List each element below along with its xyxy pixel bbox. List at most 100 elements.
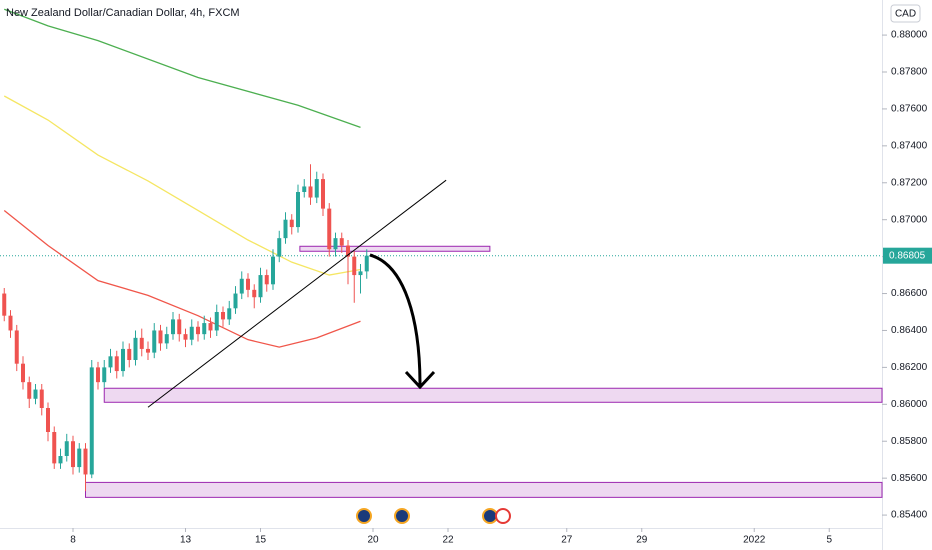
candle-body [302, 186, 307, 192]
candle-body [121, 348, 125, 372]
candle-body [71, 441, 75, 468]
y-tick-label: 0.86000 [891, 399, 928, 410]
candle-body [321, 179, 325, 209]
x-tick-label: 8 [70, 535, 76, 546]
event-icon [482, 508, 498, 524]
candle-body [83, 448, 88, 475]
candle-body [177, 319, 182, 335]
event-icons [356, 508, 511, 524]
y-tick-label: 0.85400 [891, 510, 928, 521]
candle-body [202, 323, 207, 335]
candle-body [221, 312, 225, 320]
candle-body [227, 308, 232, 320]
trend-line [147, 179, 447, 408]
y-tick-label: 0.85600 [891, 473, 928, 484]
moving-average [4, 8, 361, 128]
candle-body [233, 293, 238, 309]
x-tick-label: 27 [561, 535, 573, 546]
zone [85, 481, 883, 498]
x-tick-label: 2022 [743, 535, 766, 546]
candle-body [246, 278, 250, 290]
x-tick-label: 29 [636, 535, 648, 546]
arrow [369, 253, 422, 386]
y-tick-label: 0.88000 [891, 30, 928, 41]
candle-body [264, 275, 269, 285]
y-tick-label: 0.85800 [891, 436, 928, 447]
candle-body [208, 323, 213, 331]
chart-title: New Zealand Dollar/Canadian Dollar, 4h, … [6, 7, 240, 19]
candle-body [352, 256, 357, 276]
moving-average [3, 209, 361, 348]
candle-body [27, 382, 32, 399]
candle-body [252, 289, 257, 298]
currency-label[interactable]: CAD [895, 9, 916, 20]
candle-body [364, 255, 369, 272]
candle-body [21, 363, 25, 383]
candle-body [8, 315, 13, 331]
event-icon [394, 508, 410, 524]
candle-body [308, 186, 313, 198]
candle-body [127, 348, 132, 360]
candle-body [277, 238, 282, 257]
y-tick-label: 0.87000 [891, 214, 928, 225]
candle-body [139, 337, 144, 349]
candle-body [214, 312, 219, 331]
y-tick-label: 0.87200 [891, 177, 928, 188]
moving-average [3, 95, 361, 276]
candle-body [39, 389, 44, 408]
y-tick-label: 0.86600 [891, 288, 928, 299]
candle-body [171, 319, 175, 335]
last-price-box [883, 247, 932, 264]
candle-body [271, 256, 275, 285]
y-tick-label: 0.86400 [891, 325, 928, 336]
candle-body [77, 448, 82, 468]
candle-body [146, 348, 150, 353]
candle-body [52, 432, 57, 464]
candle-body [283, 219, 288, 239]
candle-body [258, 275, 263, 298]
x-tick-label: 5 [826, 535, 832, 546]
zone [103, 387, 883, 403]
event-icon [356, 508, 372, 524]
candle-body [196, 326, 200, 335]
candle-body [314, 179, 319, 198]
candle-body [239, 278, 244, 294]
candle-body [102, 367, 107, 383]
candle-body [289, 219, 294, 228]
candle-body [339, 238, 344, 246]
candle-body [152, 330, 157, 353]
x-tick-label: 22 [442, 535, 454, 546]
candle-body [133, 337, 138, 360]
candle-body [14, 330, 19, 364]
last-price-label: 0.86805 [889, 250, 926, 261]
candle-body [108, 356, 113, 368]
y-tick-label: 0.87400 [891, 140, 928, 151]
x-tick-label: 15 [255, 535, 267, 546]
candle-body [327, 208, 332, 250]
candle-body [96, 367, 100, 383]
zone [299, 245, 491, 252]
candle-body [114, 356, 119, 372]
event-icon [495, 508, 511, 524]
x-tick-label: 13 [180, 535, 192, 546]
arrow-head [404, 370, 436, 390]
candle-body [89, 367, 94, 475]
candle-body [58, 456, 63, 464]
x-tick-label: 20 [367, 535, 379, 546]
candle-body [183, 334, 188, 340]
candle-body [64, 441, 69, 456]
y-tick-label: 0.87600 [891, 104, 928, 115]
candle-body [189, 326, 194, 340]
currency-box[interactable] [890, 4, 921, 23]
candle-body [158, 330, 163, 344]
candle-body [333, 238, 338, 250]
candle-body [296, 192, 300, 228]
candle-body [33, 389, 38, 399]
candle-body [346, 245, 350, 257]
candle-body [46, 408, 50, 432]
candle-body [2, 293, 7, 316]
candle-body [358, 271, 363, 276]
y-tick-label: 0.87800 [891, 67, 928, 78]
